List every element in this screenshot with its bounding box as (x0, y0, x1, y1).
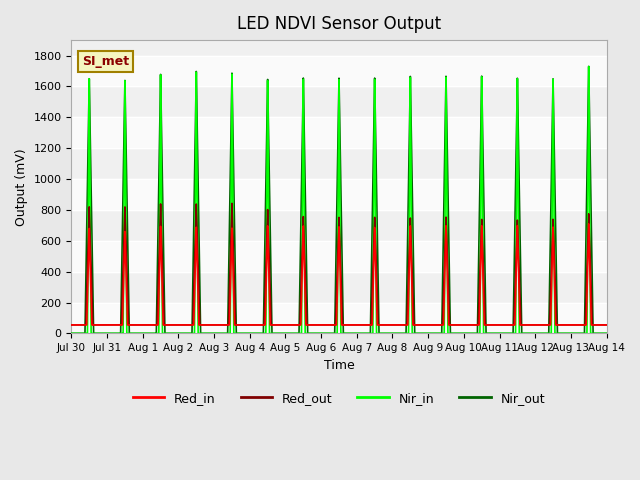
Bar (72, 179, 607, 210)
Nir_in (68, 331, 76, 336)
Red_out (409, 294, 417, 300)
Red_out (602, 322, 609, 328)
Red_in (585, 221, 593, 227)
Line: Red_out: Red_out (72, 204, 607, 325)
Nir_out (409, 229, 417, 235)
X-axis label: Time: Time (324, 359, 355, 372)
Bar (72, 117, 607, 148)
Nir_in (603, 331, 611, 336)
Nir_in (308, 331, 316, 336)
Nir_in (602, 331, 609, 336)
Bar (72, 241, 607, 272)
Red_out (595, 322, 603, 328)
Red_in (532, 322, 540, 328)
Red_in (547, 293, 555, 299)
Nir_out (595, 331, 603, 336)
Line: Red_in: Red_in (72, 224, 607, 325)
Text: SI_met: SI_met (82, 55, 129, 68)
Red_out (532, 322, 540, 328)
Nir_out (308, 331, 316, 336)
Nir_in (585, 64, 593, 70)
Nir_in (547, 326, 555, 332)
Nir_out (603, 331, 611, 336)
Red_in (595, 322, 603, 328)
Red_out (547, 267, 555, 273)
Nir_out (68, 331, 76, 336)
Nir_in (409, 331, 417, 336)
Red_in (68, 322, 76, 328)
Red_out (308, 322, 316, 328)
Red_in (602, 322, 609, 328)
Nir_out (585, 63, 593, 69)
Nir_in (532, 331, 540, 336)
Y-axis label: Output (mV): Output (mV) (15, 148, 28, 226)
Nir_in (595, 331, 603, 336)
Legend: Red_in, Red_out, Nir_in, Nir_out: Red_in, Red_out, Nir_in, Nir_out (128, 386, 550, 409)
Red_out (228, 201, 236, 206)
Nir_out (547, 180, 555, 186)
Bar (72, 302, 607, 334)
Red_in (409, 322, 417, 328)
Line: Nir_out: Nir_out (72, 66, 607, 334)
Red_out (68, 322, 76, 328)
Line: Nir_in: Nir_in (72, 67, 607, 334)
Red_out (603, 322, 611, 328)
Nir_out (532, 331, 540, 336)
Red_in (603, 322, 611, 328)
Bar (72, 56, 607, 86)
Red_in (308, 322, 316, 328)
Nir_out (602, 331, 609, 336)
Title: LED NDVI Sensor Output: LED NDVI Sensor Output (237, 15, 441, 33)
